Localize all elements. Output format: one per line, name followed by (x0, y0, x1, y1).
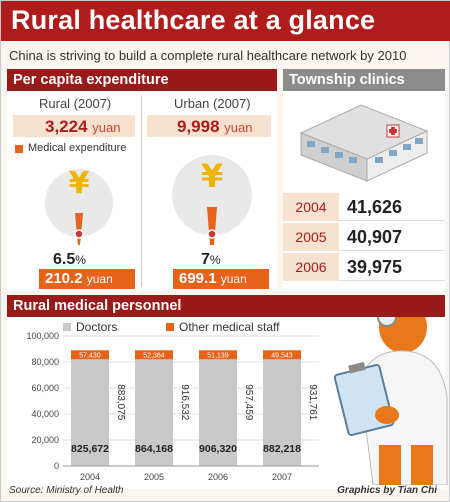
x-tick-label: 2004 (80, 472, 100, 482)
bar-other-label: 49,543 (271, 352, 293, 359)
bar-doctors-label: 906,320 (199, 443, 237, 455)
column-divider (141, 95, 142, 287)
rural-yuan-icon: ¥ (69, 166, 90, 201)
bar-other-staff (135, 350, 173, 360)
urban-pie-center (207, 229, 217, 239)
bar-total-label: 931,761 (307, 384, 318, 421)
clinic-year: 2004 (283, 193, 339, 221)
y-tick-label: 40,000 (31, 409, 59, 419)
urban-total: 9,998 yuan (177, 117, 253, 136)
bar-total-label: 883,075 (115, 384, 126, 421)
personnel-chart: 0 20,000 40,000 60,000 80,000 100,000 Doctors O… (26, 317, 448, 485)
source-note: Source: Ministry of Health (9, 485, 124, 496)
expenditure-heading: Per capita expenditure (7, 69, 277, 91)
x-tick-label: 2005 (144, 472, 164, 482)
bar-other-label: 57,430 (79, 352, 101, 359)
clinics-panel: 2004 41,626 2005 40,907 2006 39,975 (283, 91, 445, 291)
legend-other-swatch (166, 323, 174, 331)
bar-doctors (263, 359, 301, 466)
clinic-year: 2005 (283, 223, 339, 251)
bar-doctors-label: 864,168 (135, 443, 173, 455)
urban-pie-medical-wedge (207, 207, 217, 245)
bar-doctors-label: 825,672 (71, 443, 109, 455)
clinic-value: 40,907 (347, 227, 403, 247)
legend-doctors-label: Doctors (76, 320, 117, 334)
rural-medical-amount: 210.2 yuan (39, 269, 135, 289)
rural-total: 3,224 yuan (45, 117, 121, 136)
y-tick-label: 100,000 (26, 331, 59, 341)
bar-other-label: 52,364 (143, 352, 165, 359)
bar-doctors (135, 359, 173, 466)
legend-doctors-swatch (63, 323, 71, 331)
bar-other-staff (199, 350, 237, 360)
urban-total-box (147, 115, 271, 137)
y-tick-label: 60,000 (31, 383, 59, 393)
x-tick-label: 2007 (272, 472, 292, 482)
urban-yuan-icon: ¥ (201, 157, 223, 195)
y-tick-label: 0 (54, 461, 59, 471)
urban-pie-total (172, 155, 252, 235)
bar-other-staff (71, 350, 109, 360)
page-subtitle: China is striving to build a complete ru… (9, 48, 407, 63)
bar-total-label: 957,459 (243, 384, 254, 421)
urban-medical-amount: 699.1 yuan (173, 269, 269, 289)
personnel-heading: Rural medical personnel (7, 295, 445, 317)
medical-legend-label: Medical expenditure (28, 142, 127, 154)
title-bar: Rural healthcare at a glance (1, 1, 450, 41)
rural-pie-total (45, 169, 113, 237)
legend-other-label: Other medical staff (179, 320, 280, 334)
clinic-value: 41,626 (347, 197, 403, 217)
y-tick-label: 20,000 (31, 435, 59, 445)
clinic-year: 2006 (283, 253, 339, 281)
expenditure-panel: Rural (2007) Urban (2007) 3,224 yuan 9,9… (7, 91, 277, 291)
bar-doctors-label: 882,218 (263, 443, 301, 455)
clinic-value: 39,975 (347, 257, 403, 277)
bar-total-label: 916,532 (179, 384, 190, 421)
x-tick-label: 2006 (208, 472, 228, 482)
clinics-heading: Township clinics (283, 69, 445, 91)
bar-other-label: 51,139 (207, 352, 229, 359)
expenditure-pies: ¥ ¥ (45, 155, 252, 245)
rural-percent: 6.5% (53, 251, 86, 268)
bar-other-staff (263, 350, 301, 360)
rural-total-box (13, 115, 135, 137)
clinic-row: 2006 39,975 (283, 253, 445, 281)
clinic-row: 2005 40,907 (283, 223, 445, 251)
rural-pie-medical-wedge (75, 213, 83, 245)
doctor-illustration-icon (333, 317, 448, 485)
urban-label: Urban (2007) (174, 96, 251, 111)
medical-legend-swatch (15, 145, 23, 153)
urban-percent: 7% (201, 251, 221, 268)
clinic-building-icon (299, 104, 429, 182)
bar-doctors (199, 359, 237, 466)
rural-pie-center (74, 229, 84, 239)
page-title: Rural healthcare at a glance (11, 5, 376, 35)
graphics-credit: Graphics by Tian Chi (337, 485, 437, 496)
bar-doctors (71, 359, 109, 466)
clinic-row: 2004 41,626 (283, 193, 445, 221)
rural-label: Rural (2007) (39, 96, 112, 111)
y-tick-label: 80,000 (31, 357, 59, 367)
